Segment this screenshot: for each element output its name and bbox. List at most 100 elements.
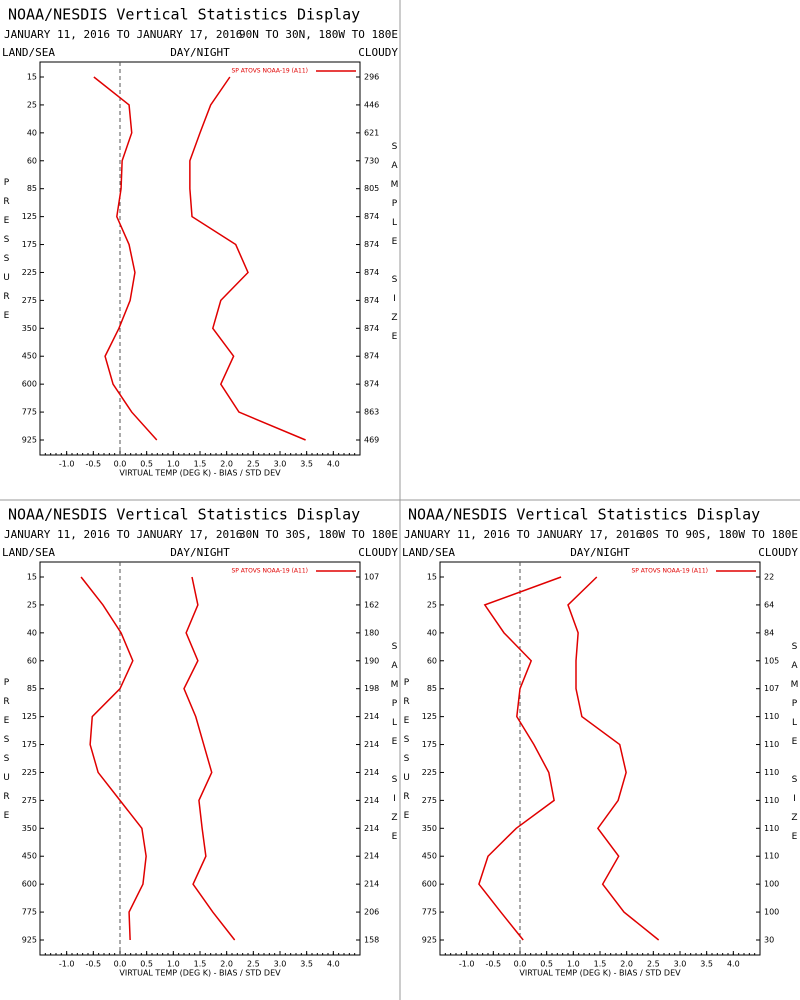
y-axis-label: PRESSURE [2, 178, 12, 330]
x-tick-label: 2.5 [247, 960, 260, 969]
y-tick-label: 350 [22, 824, 37, 833]
y-tick-label: 40 [27, 628, 37, 637]
sample-size: 110 [764, 712, 779, 721]
chart-title: NOAA/NESDIS Vertical Statistics Display [8, 6, 360, 24]
x-tick-label: -1.0 [59, 960, 75, 969]
plot-frame [39, 61, 361, 456]
chart-subtitle: JANUARY 11, 2016 TO JANUARY 17, 2016 [404, 528, 642, 541]
sample-size: 805 [364, 184, 379, 193]
x-tick-label: -0.5 [86, 960, 102, 969]
y-tick-label: 25 [27, 100, 37, 109]
sample-size: 64 [764, 600, 774, 609]
sample-size: 214 [364, 880, 379, 889]
y-tick-label: 15 [27, 73, 37, 82]
x-tick-label: 3.5 [300, 960, 313, 969]
y2-axis-label: SAMPLE SIZE [390, 642, 400, 851]
y-tick-label: 125 [22, 212, 37, 221]
y-tick-label: 225 [22, 768, 37, 777]
chart-subtitle: JANUARY 11, 2016 TO JANUARY 17, 2016 [4, 28, 242, 41]
sample-size: 874 [364, 240, 379, 249]
header: CLOUDY [358, 46, 398, 59]
chart-subtitle: JANUARY 11, 2016 TO JANUARY 17, 2016 [4, 528, 242, 541]
y-tick-label: 275 [422, 796, 437, 805]
y-tick-label: 450 [22, 852, 37, 861]
y-tick-label: 275 [22, 296, 37, 305]
sample-size: 100 [764, 908, 779, 917]
sample-size: 110 [764, 852, 779, 861]
y-tick-label: 175 [22, 240, 37, 249]
data-line [189, 76, 306, 441]
x-tick-label: 4.0 [327, 460, 340, 469]
panel: NOAA/NESDIS Vertical Statistics Display J… [2, 6, 400, 478]
sample-size: 180 [364, 628, 379, 637]
x-tick-label: 0.5 [140, 960, 153, 969]
sample-size: 214 [364, 824, 379, 833]
x-tick-label: 3.5 [700, 960, 713, 969]
x-tick-label: 1.0 [167, 460, 180, 469]
x-tick-label: 1.5 [194, 960, 207, 969]
sample-size: 863 [364, 408, 379, 417]
data-line [93, 76, 158, 441]
sample-size: 874 [364, 296, 379, 305]
y-tick-label: 350 [22, 324, 37, 333]
y-tick-label: 225 [422, 768, 437, 777]
region: 30S TO 90S, 180W TO 180E [639, 528, 798, 541]
y-tick-label: 175 [22, 740, 37, 749]
sample-size: 110 [764, 768, 779, 777]
header: CLOUDY [758, 546, 798, 559]
x-tick-label: 3.0 [274, 960, 287, 969]
x-tick-label: 0.0 [514, 960, 527, 969]
x-tick-label: -1.0 [59, 460, 75, 469]
sample-size: 214 [364, 712, 379, 721]
sample-size: 206 [364, 908, 379, 917]
y-tick-label: 15 [427, 573, 437, 582]
region: 30N TO 30S, 180W TO 180E [239, 528, 398, 541]
y2-axis-label: SAMPLE SIZE [390, 142, 400, 351]
x-axis-label: VIRTUAL TEMP (DEG K) - BIAS / STD DEV [519, 969, 681, 978]
y-axis-label: PRESSURE [2, 678, 12, 830]
sample-size: 100 [764, 880, 779, 889]
sample-size: 469 [364, 436, 379, 445]
chart-title: NOAA/NESDIS Vertical Statistics Display [8, 506, 360, 524]
x-tick-label: -1.0 [459, 960, 475, 969]
header: DAY/NIGHT [570, 546, 630, 559]
y-tick-label: 775 [422, 908, 437, 917]
sample-size: 214 [364, 852, 379, 861]
sample-size: 198 [364, 684, 379, 693]
header: DAY/NIGHT [170, 46, 230, 59]
x-tick-label: 0.0 [114, 960, 127, 969]
sample-size: 107 [764, 684, 779, 693]
sample-size: 110 [764, 824, 779, 833]
sample-size: 162 [364, 600, 379, 609]
sample-size: 446 [364, 100, 379, 109]
x-tick-label: 0.5 [140, 460, 153, 469]
panel: NOAA/NESDIS Vertical Statistics Display J… [2, 506, 400, 978]
y-tick-label: 175 [422, 740, 437, 749]
x-tick-label: 4.0 [327, 960, 340, 969]
y-tick-label: 25 [427, 600, 437, 609]
y-tick-label: 125 [422, 712, 437, 721]
sample-size: 110 [764, 796, 779, 805]
x-tick-label: 3.0 [274, 460, 287, 469]
header: DAY/NIGHT [170, 546, 230, 559]
y-tick-label: 60 [427, 656, 437, 665]
x-tick-label: 2.0 [620, 960, 633, 969]
sample-size: 22 [764, 573, 774, 582]
x-tick-label: 2.0 [220, 960, 233, 969]
y-tick-label: 775 [22, 408, 37, 417]
legend-label: SP ATOVS NOAA-19 (A11) [231, 568, 308, 575]
x-tick-label: 2.5 [647, 960, 660, 969]
y-tick-label: 775 [22, 908, 37, 917]
y-tick-label: 40 [427, 628, 437, 637]
y-tick-label: 60 [27, 656, 37, 665]
y-tick-label: 60 [27, 156, 37, 165]
header: LAND/SEA [2, 46, 55, 59]
sample-size: 874 [364, 212, 379, 221]
x-tick-label: 1.5 [194, 460, 207, 469]
x-tick-label: 1.5 [594, 960, 607, 969]
panel: NOAA/NESDIS Vertical Statistics Display J… [402, 506, 800, 978]
legend-label: SP ATOVS NOAA-19 (A11) [231, 68, 308, 75]
y-tick-label: 450 [22, 352, 37, 361]
y-tick-label: 85 [427, 684, 437, 693]
